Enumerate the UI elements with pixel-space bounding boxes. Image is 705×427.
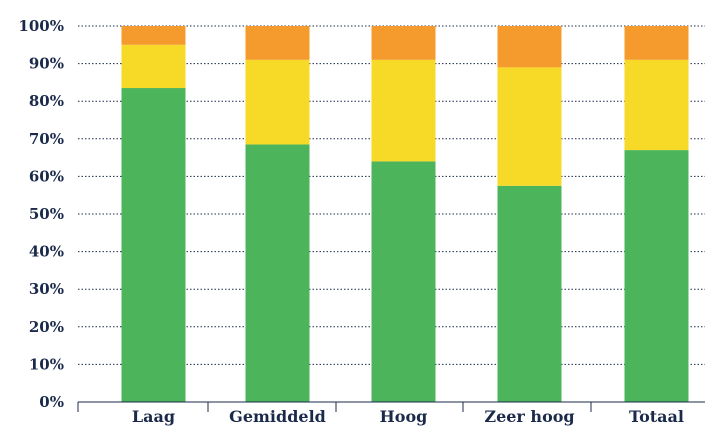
y-tick-label: 20% <box>29 318 64 336</box>
bar-segment-2-hoog <box>371 59 436 162</box>
x-tick-label: Hoog <box>380 407 428 426</box>
bar-segment-3-totaal <box>624 26 689 60</box>
bar-segment-3-zeer-hoog <box>497 26 562 68</box>
bar-segment-3-laag <box>121 26 186 45</box>
x-tick-label: Laag <box>132 407 175 426</box>
x-tick-label: Gemiddeld <box>229 407 326 426</box>
bar-segment-1-zeer-hoog <box>497 185 562 402</box>
y-tick-label: 100% <box>18 17 64 35</box>
axis-layer <box>77 401 705 412</box>
bar-segment-3-hoog <box>371 26 436 60</box>
bar-segment-1-laag <box>121 88 186 402</box>
y-tick-label: 0% <box>39 393 64 411</box>
bar-segment-3-gemiddeld <box>245 26 310 60</box>
grid-layer <box>78 25 705 365</box>
y-tick-label: 70% <box>29 130 64 148</box>
bars-layer <box>121 26 689 402</box>
bar-segment-2-totaal <box>624 59 689 151</box>
labels-layer: 0% 10% 20% 30% 40% 50% 60% 70% 80% 90% 100% Laag Gem… <box>18 17 684 426</box>
bar-segment-1-gemiddeld <box>245 144 310 402</box>
bar-segment-1-hoog <box>371 161 436 402</box>
bar-segment-1-totaal <box>624 150 689 402</box>
bar-segment-2-zeer-hoog <box>497 67 562 186</box>
x-tick-label: Zeer hoog <box>484 407 574 426</box>
bar-segment-2-laag <box>121 44 186 89</box>
y-tick-label: 60% <box>29 167 64 185</box>
x-tick-label: Totaal <box>629 407 684 426</box>
y-tick-label: 10% <box>29 355 64 373</box>
y-tick-label: 90% <box>29 55 64 73</box>
bar-segment-2-gemiddeld <box>245 59 310 145</box>
y-tick-label: 30% <box>29 280 64 298</box>
y-tick-label: 50% <box>29 205 64 223</box>
y-tick-label: 40% <box>29 243 64 261</box>
y-tick-label: 80% <box>29 92 64 110</box>
